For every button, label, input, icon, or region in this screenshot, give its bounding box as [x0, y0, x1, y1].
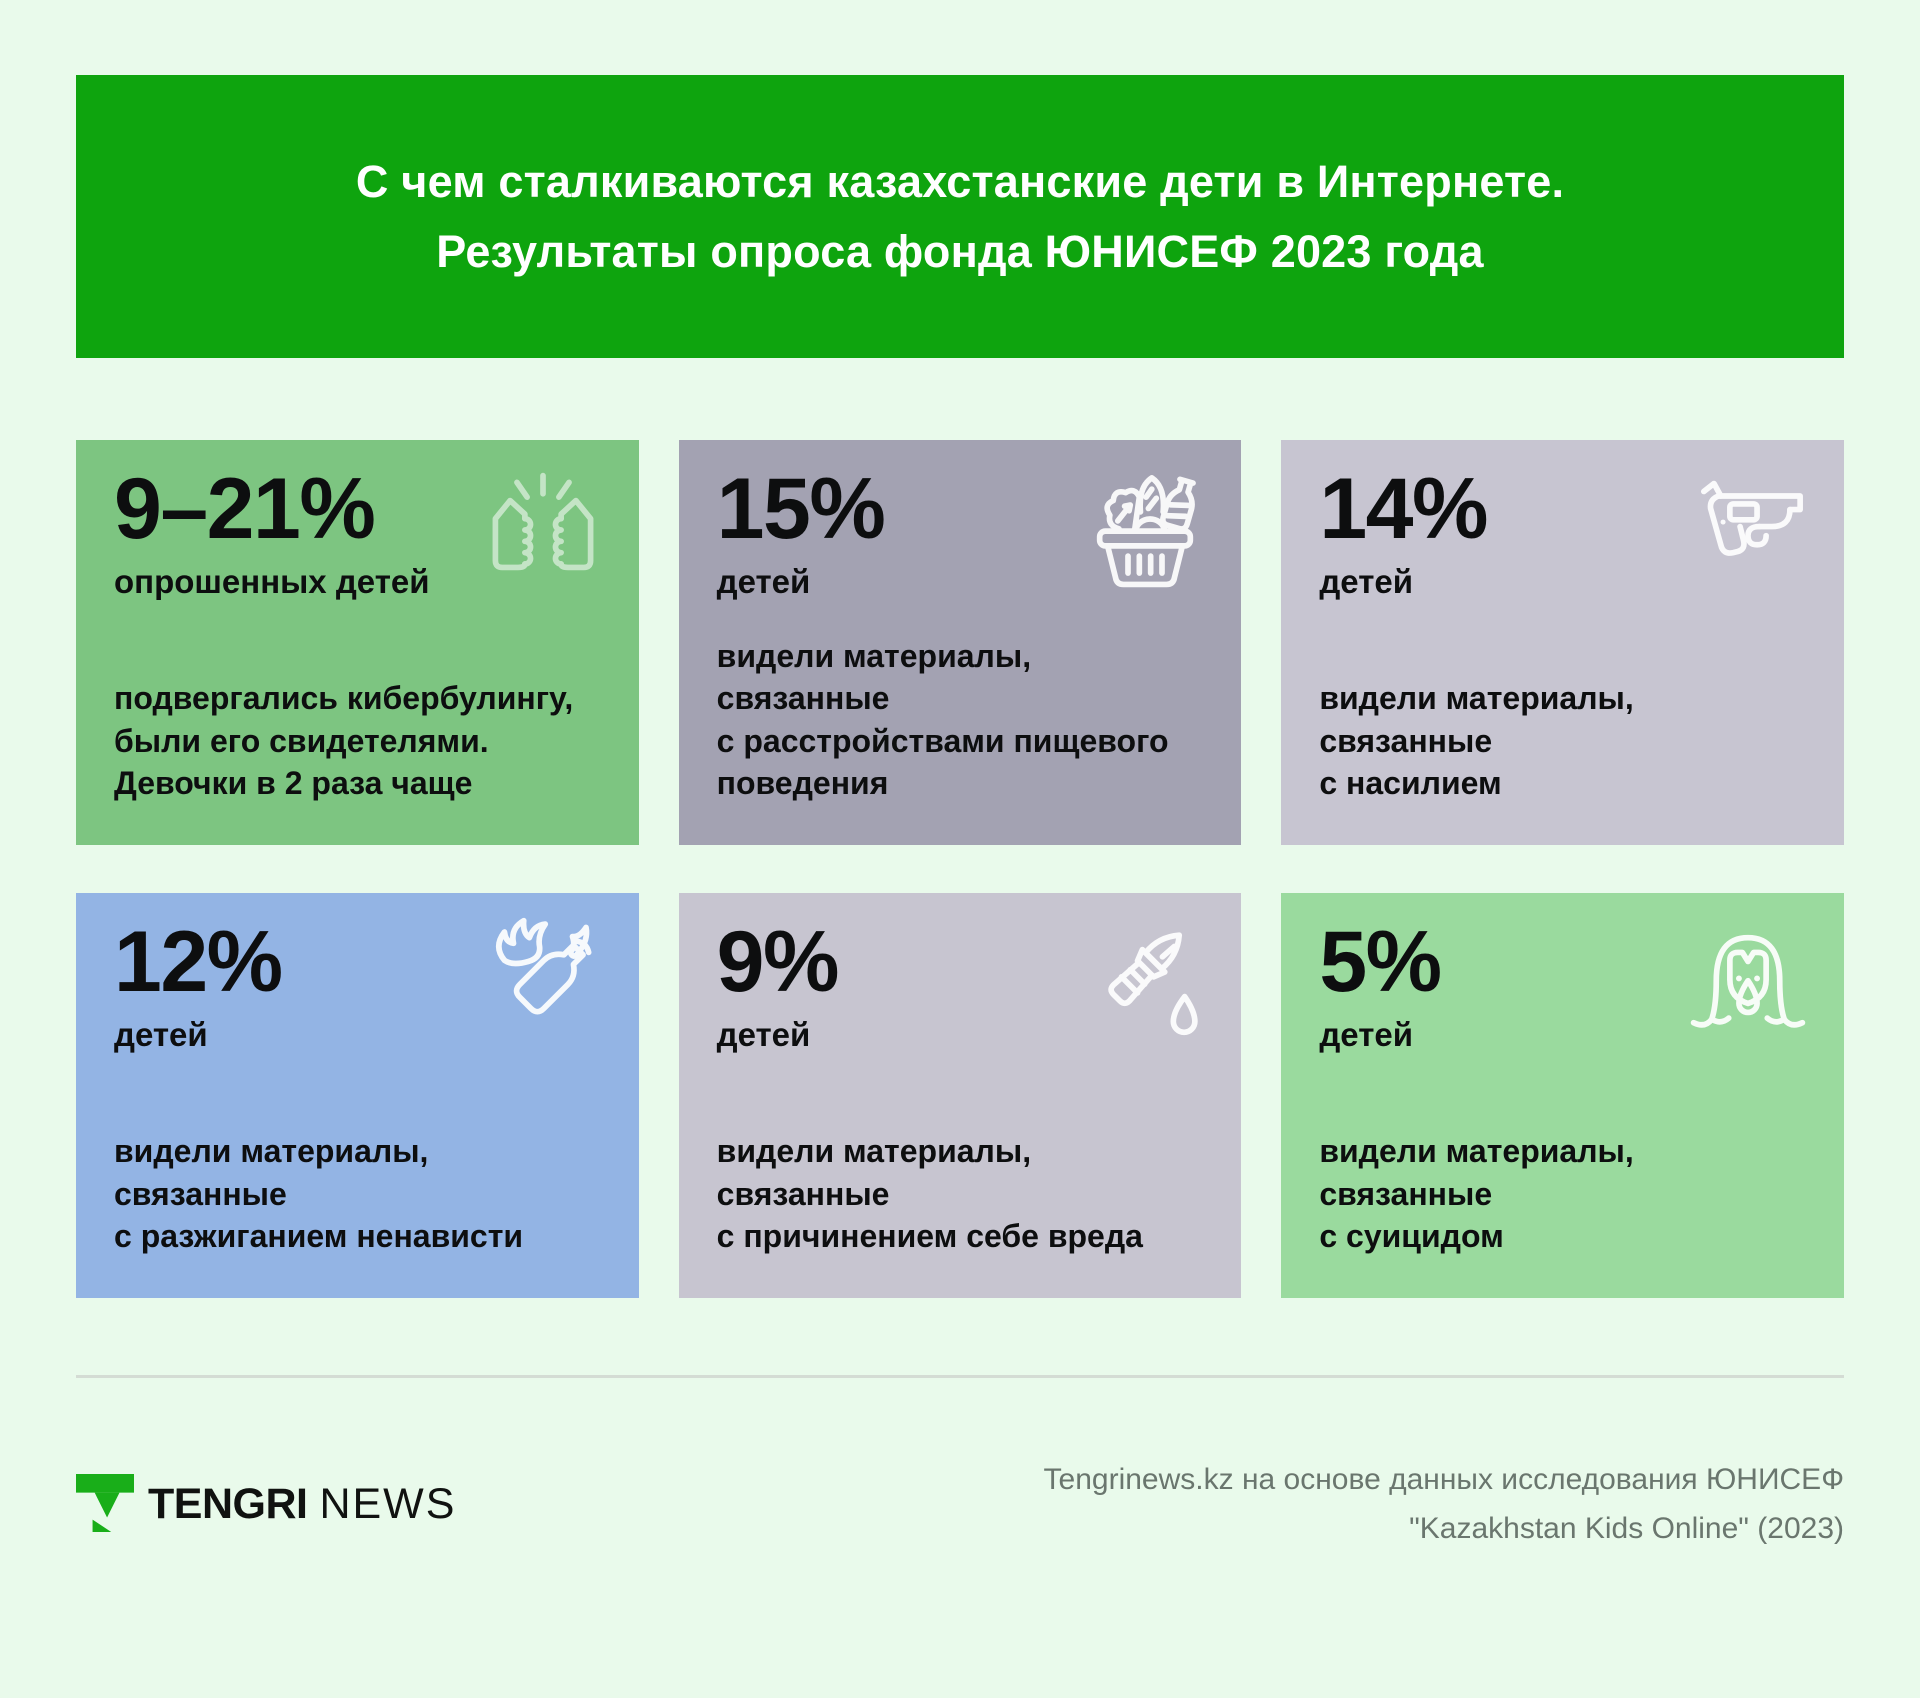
- fist-bump-icon: [475, 460, 611, 600]
- knife-blood-drop-icon: [1077, 913, 1213, 1053]
- card-suicide: 5% детей видели материалы, связанные с с…: [1281, 893, 1844, 1298]
- tengri-logo-icon: [76, 1473, 134, 1532]
- stat-value: 12%: [114, 914, 283, 1010]
- stat-label: детей: [1319, 562, 1413, 600]
- stat-label: опрошенных детей: [114, 562, 430, 600]
- stat-value: 9–21%: [114, 461, 376, 557]
- crying-girl-icon: [1680, 913, 1816, 1053]
- stat-value: 9%: [716, 914, 840, 1010]
- logo-brand-bold: TENGRI: [148, 1480, 308, 1529]
- infographic-page: { "palette": { "page_bg": "#E9FAEB", "he…: [0, 75, 1920, 1698]
- card-self-harm: 9% детей видели материалы, связанные с п…: [678, 893, 1242, 1298]
- card-eating-disorders: 15% детей видели материалы, связанные с …: [678, 440, 1242, 845]
- stat-description: видели материалы, связанные с разжигание…: [114, 1133, 524, 1255]
- stat-cards-grid: 9–21% опрошенных детей подвергались кибе…: [76, 440, 1844, 1298]
- card-violence: 14% детей видели материалы, связанные с …: [1281, 440, 1844, 845]
- footer: TENGRI NEWS Tengrinews.kz на основе данн…: [76, 1456, 1844, 1554]
- stat-label: детей: [1319, 1015, 1413, 1053]
- logo-brand-light: NEWS: [319, 1480, 457, 1529]
- footer-divider: [76, 1375, 1844, 1378]
- molotov-cocktail-icon: [475, 913, 611, 1053]
- stat-description: видели материалы, связанные с причинение…: [716, 1133, 1143, 1255]
- card-cyberbullying: 9–21% опрошенных детей подвергались кибе…: [76, 440, 639, 845]
- stat-description: видели материалы, связанные с насилием: [1319, 680, 1634, 802]
- source-attribution: Tengrinews.kz на основе данных исследова…: [1043, 1463, 1844, 1545]
- stat-label: детей: [716, 1015, 811, 1053]
- stat-description: видели материалы, связанные с суицидом: [1319, 1133, 1634, 1255]
- page-title: С чем сталкиваются казахстанские дети в …: [355, 155, 1565, 277]
- card-hate-speech: 12% детей видели материалы, связанные с …: [76, 893, 639, 1298]
- stat-value: 5%: [1319, 914, 1442, 1010]
- header-banner: С чем сталкиваются казахстанские дети в …: [76, 75, 1844, 358]
- stat-description: подвергались кибербулингу, были его свид…: [114, 680, 574, 802]
- food-basket-icon: [1077, 460, 1213, 600]
- stat-value: 15%: [716, 461, 886, 557]
- stat-value: 14%: [1319, 461, 1488, 557]
- revolver-icon: [1680, 460, 1816, 600]
- stat-label: детей: [114, 1015, 208, 1053]
- stat-label: детей: [716, 562, 811, 600]
- logo-wordmark: TENGRI NEWS: [148, 1480, 456, 1529]
- tengri-news-logo: TENGRI NEWS: [76, 1473, 456, 1532]
- stat-description: видели материалы, связанные с расстройст…: [716, 637, 1169, 802]
